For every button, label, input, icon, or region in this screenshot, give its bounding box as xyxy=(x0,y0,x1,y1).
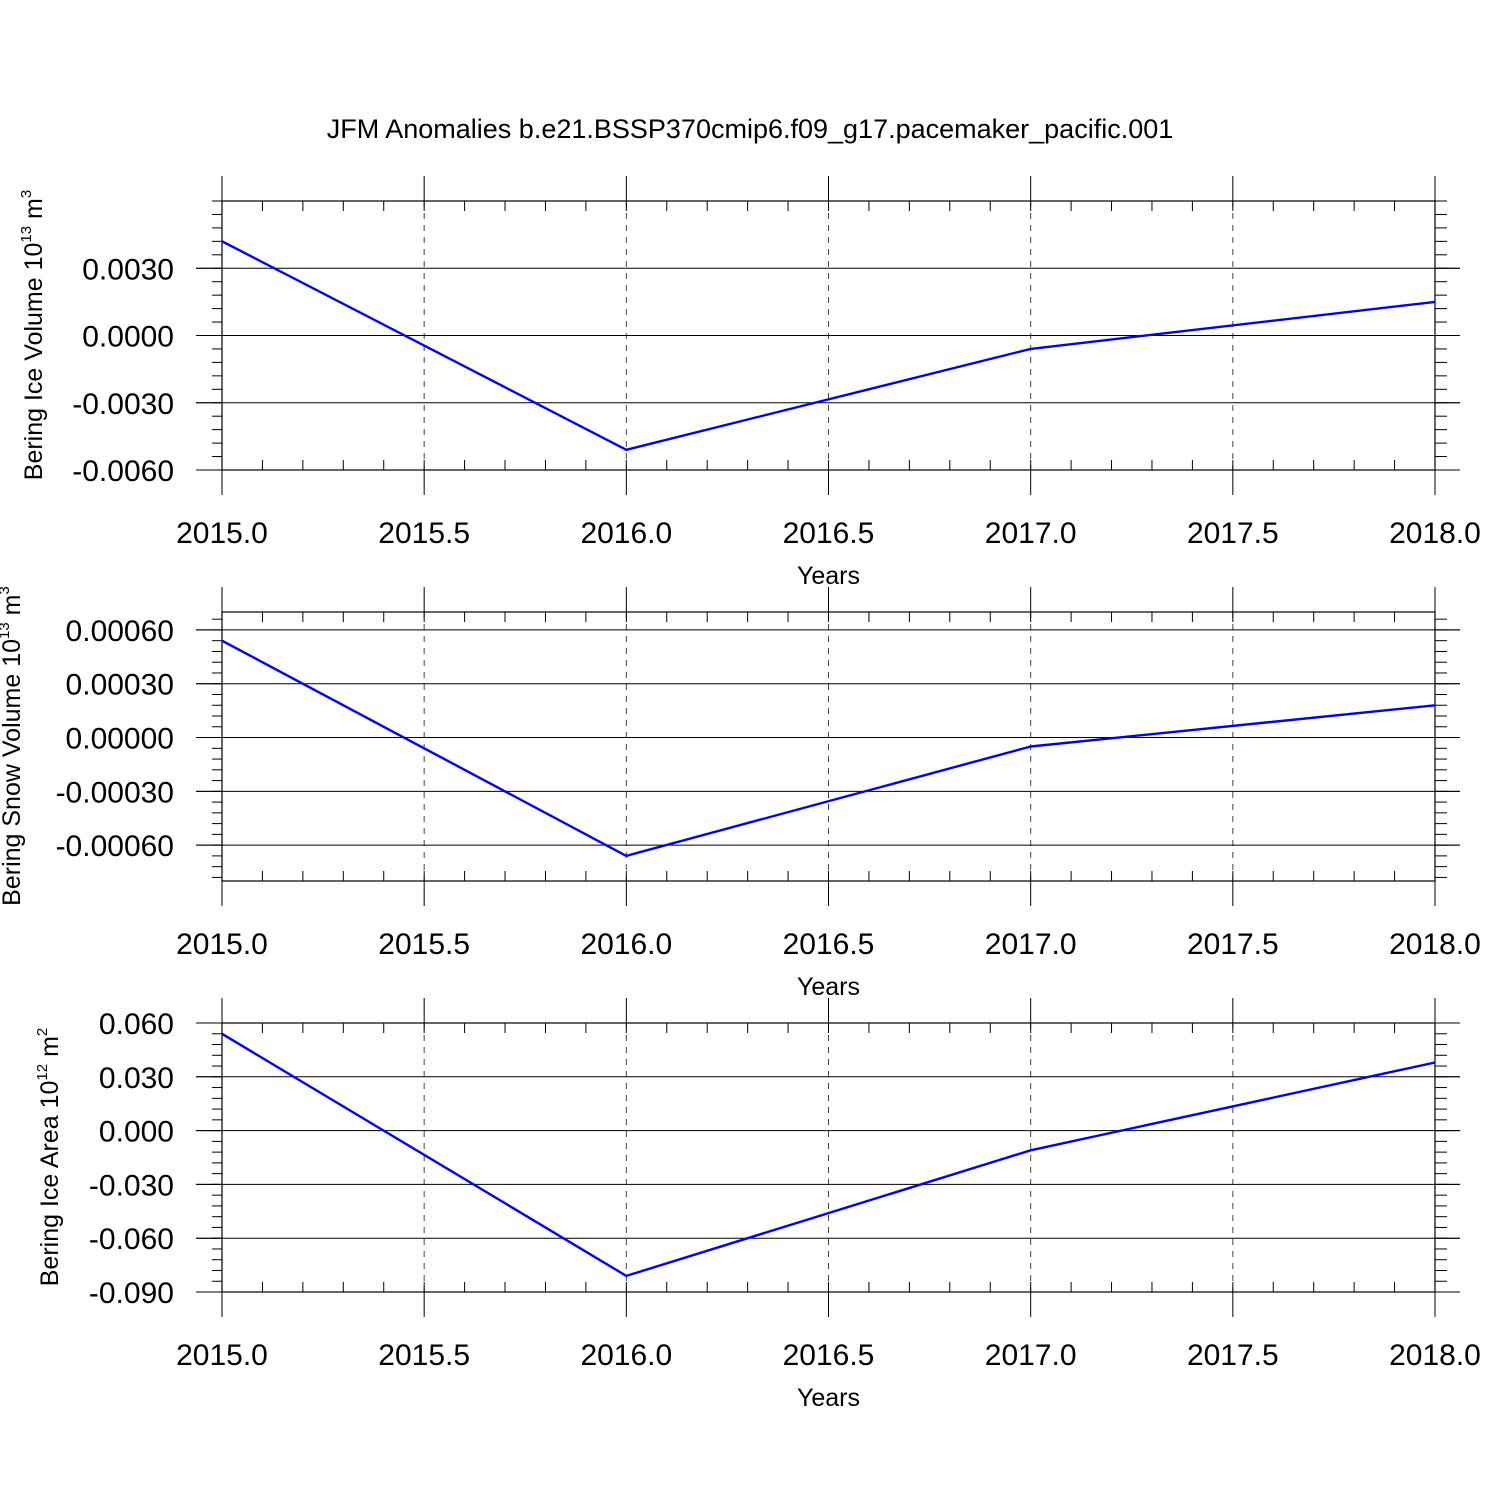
y-axis-title-unit-exponent: 2 xyxy=(34,1028,51,1036)
chart-panel-3: 2015.0 2015.5 2016.0 2016.5 2017.0 2017.5 2018… xyxy=(34,998,1481,1412)
x-tick-label: 2015.0 xyxy=(176,517,268,550)
series-line xyxy=(221,240,1436,451)
y-axis-title-exponent: 12 xyxy=(34,1064,51,1081)
y-tick-label: -0.090 xyxy=(89,1277,174,1310)
x-tick-label: 2015.5 xyxy=(378,1339,470,1372)
x-tick-label: 2016.5 xyxy=(783,517,875,550)
y-tick-label: 0.030 xyxy=(99,1062,174,1095)
x-tick-label: 2016.5 xyxy=(783,1339,875,1372)
y-axis-title-unit-exponent: 3 xyxy=(0,586,13,594)
y-axis-title-exponent: 13 xyxy=(18,226,35,243)
plot-frame xyxy=(221,611,1436,882)
y-tick-label: -0.0060 xyxy=(72,455,174,488)
y-axis-title-main: Bering Ice Volume 10 xyxy=(20,243,48,481)
y-axis-title-main: Bering Snow Volume 10 xyxy=(0,639,26,906)
x-tick-label: 2017.0 xyxy=(985,517,1077,550)
y-axis-title-unit: m xyxy=(36,1036,64,1064)
y-tick-label: 0.00030 xyxy=(66,669,174,702)
y-axis-title-exponent: 13 xyxy=(0,622,13,639)
x-tick-label: 2015.0 xyxy=(176,928,268,961)
x-axis-title: Years xyxy=(797,1384,860,1412)
y-tick-label: -0.00060 xyxy=(56,830,174,863)
plot-frame xyxy=(221,200,1436,471)
y-tick-label: 0.00000 xyxy=(66,723,174,756)
panels: 2015.0 2015.5 2016.0 2016.5 2017.0 2017.5 2018… xyxy=(0,176,1481,1412)
y-axis-title: Bering Snow Volume 1013 m3 xyxy=(0,586,26,906)
y-axis-title: Bering Ice Area 1012 m2 xyxy=(34,1028,64,1287)
y-tick-label: 0.060 xyxy=(99,1008,174,1041)
y-tick-label: 0.0030 xyxy=(82,253,174,286)
plot-frame xyxy=(221,1022,1436,1293)
x-tick-label: 2016.0 xyxy=(580,928,672,961)
x-tick-label: 2017.5 xyxy=(1187,1339,1279,1372)
figure-title: JFM Anomalies b.e21.BSSP370cmip6.f09_g17… xyxy=(327,114,1174,144)
x-tick-label: 2016.5 xyxy=(783,928,875,961)
x-tick-label: 2017.5 xyxy=(1187,928,1279,961)
x-tick-label: 2015.5 xyxy=(378,517,470,550)
chart-panel-1: 2015.0 2015.5 2016.0 2016.5 2017.0 2017.5 2018… xyxy=(18,176,1481,590)
x-tick-label: 2018.0 xyxy=(1389,1339,1481,1372)
y-tick-label: -0.030 xyxy=(89,1169,174,1202)
x-tick-label: 2018.0 xyxy=(1389,928,1481,961)
series-line xyxy=(221,639,1436,858)
minor-y-ticks xyxy=(212,1022,1447,1293)
x-tick-label: 2015.0 xyxy=(176,1339,268,1372)
x-tick-label: 2016.0 xyxy=(580,1339,672,1372)
x-tick-label: 2017.0 xyxy=(985,928,1077,961)
x-axis-title: Years xyxy=(797,562,860,590)
minor-x-ticks xyxy=(221,201,1436,470)
y-tick-label: -0.0030 xyxy=(72,388,174,421)
minor-x-ticks xyxy=(221,1023,1436,1292)
x-tick-label: 2017.0 xyxy=(985,1339,1077,1372)
y-tick-label: -0.00030 xyxy=(56,776,174,809)
y-axis-title-main: Bering Ice Area 10 xyxy=(36,1081,64,1287)
x-axis-title: Years xyxy=(797,973,860,1001)
y-axis-title-unit-exponent: 3 xyxy=(18,190,35,198)
y-tick-label: 0.0000 xyxy=(82,321,174,354)
y-tick-label: 0.000 xyxy=(99,1116,174,1149)
x-tick-label: 2018.0 xyxy=(1389,517,1481,550)
x-tick-label: 2016.0 xyxy=(580,517,672,550)
x-tick-label: 2017.5 xyxy=(1187,517,1279,550)
y-axis-title-unit: m xyxy=(0,595,26,623)
x-tick-label: 2015.5 xyxy=(378,928,470,961)
series-line xyxy=(221,1032,1436,1278)
y-axis-title-unit: m xyxy=(20,198,48,226)
y-axis-title: Bering Ice Volume 1013 m3 xyxy=(18,190,48,480)
chart-panel-2: 2015.0 2015.5 2016.0 2016.5 2017.0 2017.5 2018… xyxy=(0,586,1481,1001)
minor-y-ticks xyxy=(212,618,1447,878)
y-tick-label: 0.00060 xyxy=(66,615,174,648)
y-tick-label: -0.060 xyxy=(89,1223,174,1256)
